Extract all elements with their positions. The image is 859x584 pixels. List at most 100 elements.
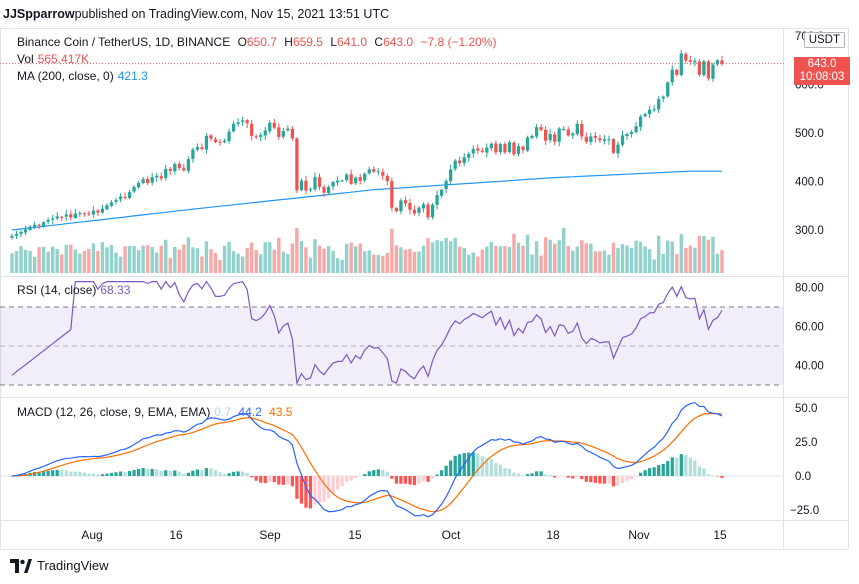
rsi-tick-label: 40.00 xyxy=(795,361,824,373)
candle-body xyxy=(345,174,349,181)
candle-body xyxy=(507,142,512,152)
macd-histogram-bar xyxy=(693,460,697,476)
candle-body xyxy=(417,207,421,213)
volume-bar xyxy=(675,254,679,273)
candle-body xyxy=(503,143,507,153)
macd-histogram-bar xyxy=(706,474,711,476)
candle-body xyxy=(37,224,41,226)
time-tick-label: Oct xyxy=(442,528,461,542)
currency-button[interactable]: USDT xyxy=(803,32,845,48)
candle-body xyxy=(381,172,385,176)
candle-body xyxy=(557,128,561,142)
macd-histogram-bar xyxy=(453,455,457,476)
volume-bar xyxy=(132,246,136,273)
macd-histogram-bar xyxy=(467,452,471,476)
volume-bar xyxy=(268,242,272,273)
macd-tick-label: −25.0 xyxy=(790,505,819,517)
volume-bar xyxy=(417,251,421,273)
macd-histogram-bar xyxy=(64,470,68,476)
volume-bar xyxy=(10,253,14,273)
macd-histogram-bar xyxy=(593,476,598,483)
volume-bar xyxy=(331,250,335,273)
macd-histogram-bar xyxy=(272,476,276,483)
candle-body xyxy=(186,159,190,171)
macd-histogram-bar xyxy=(55,469,59,476)
macd-histogram-bar xyxy=(295,476,299,499)
volume-bar xyxy=(525,234,530,273)
volume-label[interactable]: Vol xyxy=(17,52,34,66)
candle-body xyxy=(512,142,516,155)
macd-histogram-bar xyxy=(259,476,263,483)
time-tick-label: 15 xyxy=(348,528,362,542)
macd-histogram-bar xyxy=(625,476,629,481)
macd-histogram-bar xyxy=(191,470,195,476)
macd-histogram-bar xyxy=(105,473,109,476)
rsi-value: 68.33 xyxy=(100,283,131,297)
volume-bar xyxy=(245,247,249,273)
candle-body xyxy=(390,181,394,208)
rsi-legend: RSI (14, close) 68.33 xyxy=(17,283,134,297)
symbol-title[interactable]: Binance Coin / TetherUS, 1D, BINANCE xyxy=(17,35,231,49)
candle-body xyxy=(394,208,399,212)
volume-bar xyxy=(154,252,159,273)
macd-histogram-bar xyxy=(286,476,290,485)
volume-bar xyxy=(186,237,191,273)
volume-bar xyxy=(272,249,277,273)
volume-bar xyxy=(435,240,439,273)
volume-bar xyxy=(14,251,19,273)
volume-bar xyxy=(295,228,299,273)
macd-histogram-bar xyxy=(458,454,462,476)
author-name[interactable]: JJSpparrow xyxy=(3,7,75,21)
footer-brand[interactable]: TradingView xyxy=(10,558,109,573)
candle-body xyxy=(254,136,258,138)
volume-bar xyxy=(457,246,462,273)
candle-body xyxy=(534,127,539,137)
candle-body xyxy=(521,146,525,150)
publish-header: JJSpparrowpublished on TradingView.com, … xyxy=(3,7,389,21)
low-value: 641.0 xyxy=(337,35,368,49)
candle-body xyxy=(51,218,55,220)
volume-bar xyxy=(643,246,647,273)
time-tick-label: Nov xyxy=(628,528,649,542)
main-legend: Binance Coin / TetherUS, 1D, BINANCE O65… xyxy=(17,35,501,49)
candle-body xyxy=(286,128,290,131)
volume-bar xyxy=(607,254,611,273)
macd-histogram-bar xyxy=(643,470,647,476)
candle-body xyxy=(200,147,204,150)
candle-body xyxy=(638,116,643,127)
volume-bar xyxy=(19,246,23,273)
candle-body xyxy=(245,120,249,124)
candle-body xyxy=(109,202,114,206)
candle-body xyxy=(326,186,331,194)
macd-histogram-bar xyxy=(358,476,362,477)
volume-bar xyxy=(571,250,575,273)
macd-histogram-bar xyxy=(268,476,272,482)
volume-bar xyxy=(575,246,580,273)
ma-label[interactable]: MA (200, close, 0) xyxy=(17,69,114,83)
macd-histogram-bar xyxy=(634,476,638,477)
macd-histogram-bar xyxy=(331,476,335,494)
volume-bar xyxy=(254,249,258,273)
macd-label[interactable]: MACD (12, 26, close, 9, EMA, EMA) xyxy=(17,405,211,419)
volume-bar xyxy=(304,247,308,273)
candle-body xyxy=(304,180,308,191)
volume-bar xyxy=(313,239,317,273)
volume-bar xyxy=(87,249,91,273)
macd-line-value: 44.2 xyxy=(238,405,262,419)
macd-histogram-bar xyxy=(37,471,41,476)
candle-body xyxy=(114,199,118,202)
candle-body xyxy=(444,181,448,190)
candle-body xyxy=(575,123,579,135)
volume-bar xyxy=(358,243,362,273)
volume-bar xyxy=(548,239,552,273)
volume-bar xyxy=(299,241,304,273)
macd-histogram-bar xyxy=(679,454,683,476)
candle-body xyxy=(611,139,616,153)
macd-histogram-bar xyxy=(82,472,86,476)
candle-body xyxy=(516,146,521,154)
rsi-label[interactable]: RSI (14, close) xyxy=(17,283,97,297)
volume-bar xyxy=(616,248,620,273)
volume-bar xyxy=(164,239,168,273)
